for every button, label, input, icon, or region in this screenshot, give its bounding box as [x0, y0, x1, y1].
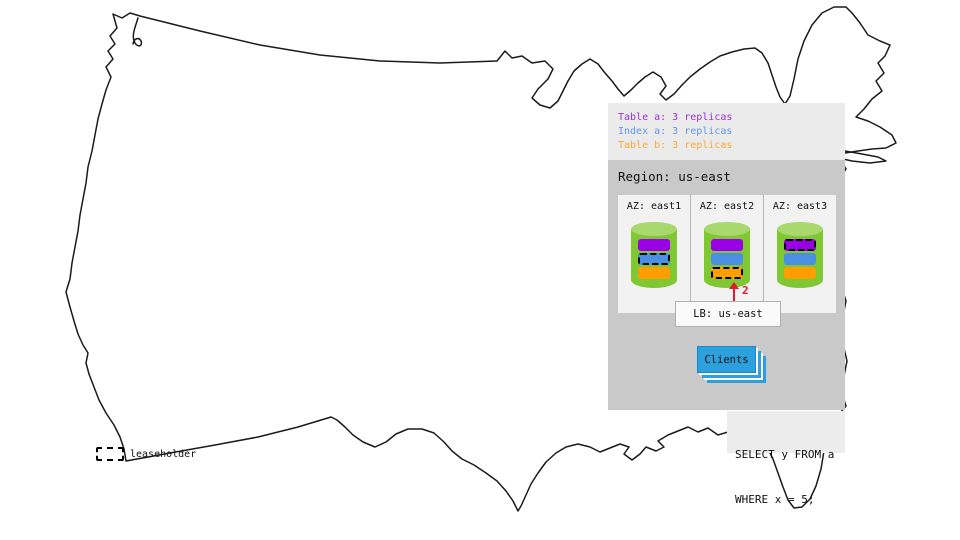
load-balancer-box: LB: us-east [675, 301, 781, 327]
query-step-arrow: 2 [728, 282, 754, 304]
cylinder-top [704, 222, 750, 236]
region-title: Region: us-east [618, 169, 731, 184]
puget-sound-path [132, 17, 143, 47]
database-cylinder-east2 [704, 222, 750, 288]
replica-legend: Table a: 3 replicas Index a: 3 replicas … [608, 103, 845, 160]
cylinder-top [777, 222, 823, 236]
replica-bars-east1 [638, 239, 670, 279]
replica-table-a-leaseholder [784, 239, 816, 251]
cylinder-top [631, 222, 677, 236]
sql-line-1: SELECT y FROM a [735, 448, 835, 461]
az-east3-label: AZ: east3 [772, 201, 828, 212]
replica-bars-east2 [711, 239, 743, 279]
clients-box: Clients [697, 346, 756, 373]
az-east2: AZ: east2 [690, 195, 763, 313]
legend-table-a: Table a: 3 replicas [618, 112, 733, 123]
arrow-up-icon [729, 282, 739, 289]
replica-table-a [638, 239, 670, 251]
long-island-path [842, 150, 887, 164]
az-east2-label: AZ: east2 [699, 201, 755, 212]
sql-query-box: SELECT y FROM a WHERE x = 5; [727, 411, 845, 506]
clients-label: Clients [704, 353, 749, 366]
region-box: Region: us-east AZ: east1 [608, 160, 845, 410]
az-area: AZ: east1 AZ: east2 [618, 195, 836, 313]
az-east1: AZ: east1 [618, 195, 690, 313]
us-outline-path [65, 6, 897, 512]
replica-index-a [784, 253, 816, 265]
sql-line-2: WHERE x = 5; [735, 493, 815, 506]
arrow-step-number: 2 [742, 284, 749, 297]
database-cylinder-east3 [777, 222, 823, 288]
replica-table-b [638, 267, 670, 279]
legend-index-a: Index a: 3 replicas [618, 126, 733, 137]
replica-table-b-leaseholder [711, 267, 743, 279]
database-cylinder-east1 [631, 222, 677, 288]
arrow-line [733, 288, 735, 302]
az-east3: AZ: east3 [763, 195, 836, 313]
leaseholder-key-label: leaseholder [130, 448, 197, 460]
replica-table-a [711, 239, 743, 251]
load-balancer-label: LB: us-east [693, 308, 763, 320]
leaseholder-swatch-icon [96, 447, 124, 461]
replica-table-b [784, 267, 816, 279]
us-east-panel: Table a: 3 replicas Index a: 3 replicas … [608, 103, 845, 410]
replica-index-a [711, 253, 743, 265]
replica-index-a-leaseholder [638, 253, 670, 265]
replica-bars-east3 [784, 239, 816, 279]
az-east1-label: AZ: east1 [626, 201, 682, 212]
legend-table-b: Table b: 3 replicas [618, 140, 733, 151]
leaseholder-key: leaseholder [96, 447, 196, 461]
